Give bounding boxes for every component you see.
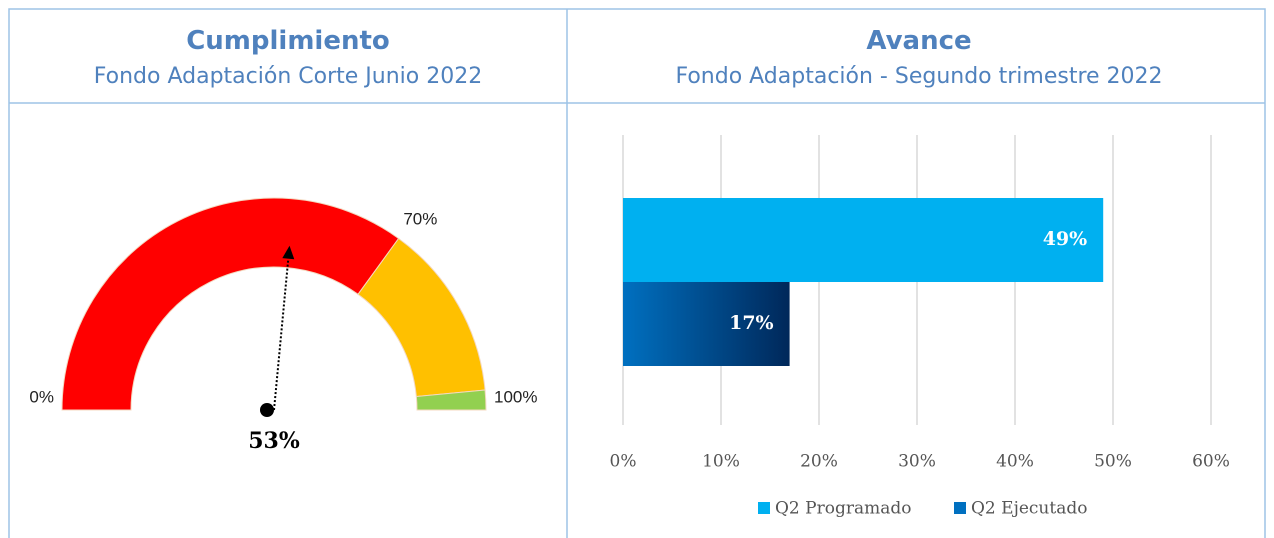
needle-pivot	[260, 403, 274, 417]
x-tick-label: 20%	[800, 452, 838, 472]
bar-value-label: 49%	[1043, 228, 1088, 250]
gauge-value-label: 53%	[248, 428, 300, 454]
legend-swatch	[954, 502, 966, 514]
legend-label: Q2 Programado	[775, 499, 911, 519]
x-tick-label: 10%	[702, 452, 740, 472]
x-tick-label: 0%	[610, 452, 637, 472]
left-subtitle: Fondo Adaptación Corte Junio 2022	[94, 64, 482, 89]
x-tick-label: 30%	[898, 452, 936, 472]
x-tick-label: 40%	[996, 452, 1034, 472]
gauge-tick-label: 70%	[403, 210, 437, 229]
bar-value-label: 17%	[729, 312, 774, 334]
right-subtitle: Fondo Adaptación - Segundo trimestre 202…	[675, 64, 1162, 89]
gauge-tick-label: 100%	[494, 387, 537, 406]
needle-head	[282, 245, 295, 260]
gauge-needle	[273, 258, 290, 411]
bar	[623, 282, 790, 366]
legend-label: Q2 Ejecutado	[971, 499, 1087, 519]
x-tick-label: 60%	[1192, 452, 1230, 472]
gauge-band	[415, 389, 487, 411]
left-title: Cumplimiento	[186, 26, 390, 56]
legend-swatch	[758, 502, 770, 514]
gauge-tick-label: 0%	[29, 387, 54, 406]
x-tick-label: 50%	[1094, 452, 1132, 472]
gauge-band	[61, 197, 400, 411]
right-title: Avance	[866, 26, 971, 56]
bar	[623, 198, 1104, 282]
frame	[8, 8, 1266, 538]
